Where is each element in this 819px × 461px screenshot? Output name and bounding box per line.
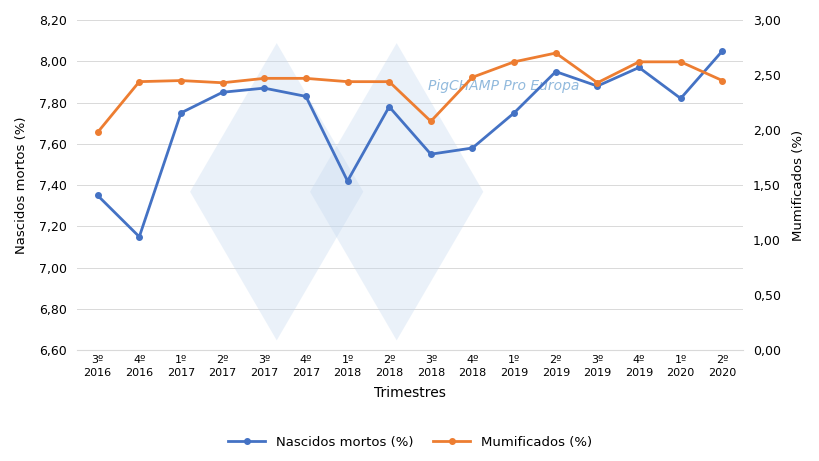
Nascidos mortos (%): [176, 110, 186, 116]
Nascidos mortos (%): [384, 104, 394, 109]
Nascidos mortos (%): [301, 94, 310, 99]
Nascidos mortos (%): [717, 48, 726, 54]
Nascidos mortos (%): [467, 145, 477, 151]
X-axis label: Trimestres: Trimestres: [373, 386, 446, 400]
Mumificados (%): [176, 78, 186, 83]
Mumificados (%): [259, 76, 269, 81]
Mumificados (%): [301, 76, 310, 81]
Mumificados (%): [592, 80, 602, 86]
Line: Nascidos mortos (%): Nascidos mortos (%): [95, 48, 724, 240]
Mumificados (%): [384, 79, 394, 84]
Polygon shape: [310, 43, 482, 340]
Y-axis label: Mumificados (%): Mumificados (%): [791, 130, 804, 241]
Polygon shape: [190, 43, 363, 340]
Legend: Nascidos mortos (%), Mumificados (%): Nascidos mortos (%), Mumificados (%): [223, 431, 596, 455]
Mumificados (%): [467, 75, 477, 80]
Nascidos mortos (%): [259, 85, 269, 91]
Mumificados (%): [134, 79, 144, 84]
Text: PigCHAMP Pro Europa: PigCHAMP Pro Europa: [427, 79, 578, 93]
Mumificados (%): [93, 130, 102, 135]
Nascidos mortos (%): [550, 69, 560, 74]
Mumificados (%): [675, 59, 685, 65]
Nascidos mortos (%): [93, 193, 102, 198]
Nascidos mortos (%): [509, 110, 518, 116]
Nascidos mortos (%): [342, 178, 352, 184]
Mumificados (%): [633, 59, 643, 65]
Mumificados (%): [550, 50, 560, 56]
Mumificados (%): [217, 80, 227, 86]
Line: Mumificados (%): Mumificados (%): [95, 50, 724, 135]
Nascidos mortos (%): [425, 151, 435, 157]
Mumificados (%): [509, 59, 518, 65]
Nascidos mortos (%): [134, 234, 144, 240]
Nascidos mortos (%): [592, 83, 602, 89]
Nascidos mortos (%): [217, 89, 227, 95]
Nascidos mortos (%): [633, 65, 643, 70]
Mumificados (%): [425, 118, 435, 124]
Mumificados (%): [342, 79, 352, 84]
Mumificados (%): [717, 78, 726, 83]
Nascidos mortos (%): [675, 96, 685, 101]
Y-axis label: Nascidos mortos (%): Nascidos mortos (%): [15, 117, 28, 254]
